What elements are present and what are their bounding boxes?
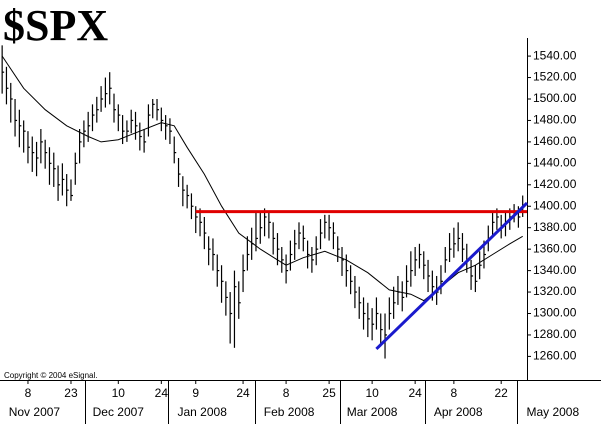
month-label: Nov 2007	[9, 405, 61, 419]
y-tick-label: 1320.00	[533, 284, 577, 298]
month-label: Feb 2008	[264, 405, 315, 419]
x-tick-label: 23	[64, 386, 78, 400]
x-tick-label: 9	[192, 386, 199, 400]
y-tick-label: 1420.00	[533, 177, 577, 191]
y-tick-label: 1360.00	[533, 241, 577, 255]
y-tick-label: 1400.00	[533, 198, 577, 212]
axes	[0, 38, 601, 424]
x-tick-label: 10	[365, 386, 379, 400]
x-tick-label: 10	[112, 386, 126, 400]
y-tick-label: 1300.00	[533, 306, 577, 320]
line	[375, 201, 529, 350]
x-tick-label: 8	[451, 386, 458, 400]
y-tick-label: 1380.00	[533, 220, 577, 234]
line	[1, 55, 523, 302]
y-tick-label: 1280.00	[533, 327, 577, 341]
month-label: Mar 2008	[347, 405, 398, 419]
y-tick-label: 1500.00	[533, 91, 577, 105]
y-tick-label: 1480.00	[533, 113, 577, 127]
y-tick-label: 1460.00	[533, 134, 577, 148]
x-tick-label: 24	[408, 386, 422, 400]
x-tick-label: 24	[236, 386, 250, 400]
month-label: Dec 2007	[93, 405, 145, 419]
y-tick-label: 1340.00	[533, 263, 577, 277]
chart-title: $SPX	[3, 1, 108, 50]
x-tick-label: 25	[322, 386, 336, 400]
y-tick-label: 1520.00	[533, 70, 577, 84]
y-tick-label: 1440.00	[533, 156, 577, 170]
copyright: Copyright © 2004 eSignal.	[4, 371, 98, 380]
month-label: Apr 2008	[434, 405, 483, 419]
y-tick-label: 1540.00	[533, 48, 577, 62]
month-label: Jan 2008	[178, 405, 228, 419]
x-tick-label: 22	[495, 386, 509, 400]
month-label: May 2008	[526, 405, 579, 419]
x-tick-label: 8	[283, 386, 290, 400]
y-tick-label: 1260.00	[533, 349, 577, 363]
x-tick-label: 24	[155, 386, 169, 400]
x-tick-label: 8	[25, 386, 32, 400]
